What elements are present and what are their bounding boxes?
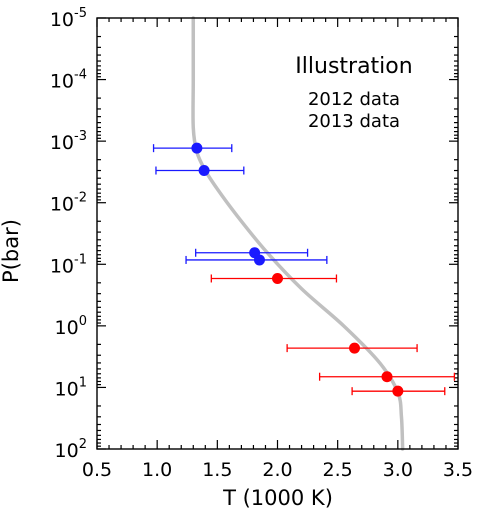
legend-entry-2012: 2012 data [308,89,400,110]
y-tick-label: 10-4 [50,68,87,93]
y-tick-label: 101 [55,375,87,400]
data-point-2012 [253,254,265,266]
x-tick-label: 3.5 [443,459,473,481]
data-point-2013 [272,272,283,284]
data-layer [152,142,456,397]
x-tick-label: 3.0 [383,459,413,481]
x-axis-label: T (1000 K) [222,486,333,510]
tick-layer: 0.5 1.0 1.5 2.0 2.5 3.0 3.5 10-5 10-4 10-3 10-2 10-… [50,6,473,481]
data-point-2012 [191,142,203,154]
legend-entry-2013: 2013 data [308,111,400,132]
data-point-2013 [381,371,393,383]
x-tick-label: 1.0 [142,459,172,481]
x-tick-label: 2.5 [323,459,353,481]
profile-layer [191,16,405,451]
y-tick-label: 102 [55,437,87,462]
y-axis-label: P(bar) [0,219,23,283]
x-tick-label: 1.5 [202,459,232,481]
data-point-2013 [392,385,404,397]
y-tick-label: 10-3 [50,129,87,154]
y-tick-label: 10-5 [50,6,87,31]
plot-frame [96,17,459,450]
frame-layer [96,17,459,450]
legend-title: Illustration [295,54,412,79]
x-tick-label: 2.0 [262,459,292,481]
y-tick-label: 10-1 [50,252,87,277]
x-tick-label: 0.5 [82,459,112,481]
y-tick-label: 100 [55,314,87,339]
y-tick-label: 10-2 [50,191,87,216]
temperature-profile-curve [191,16,405,451]
data-point-2012 [198,165,210,177]
data-point-2013 [349,342,361,354]
